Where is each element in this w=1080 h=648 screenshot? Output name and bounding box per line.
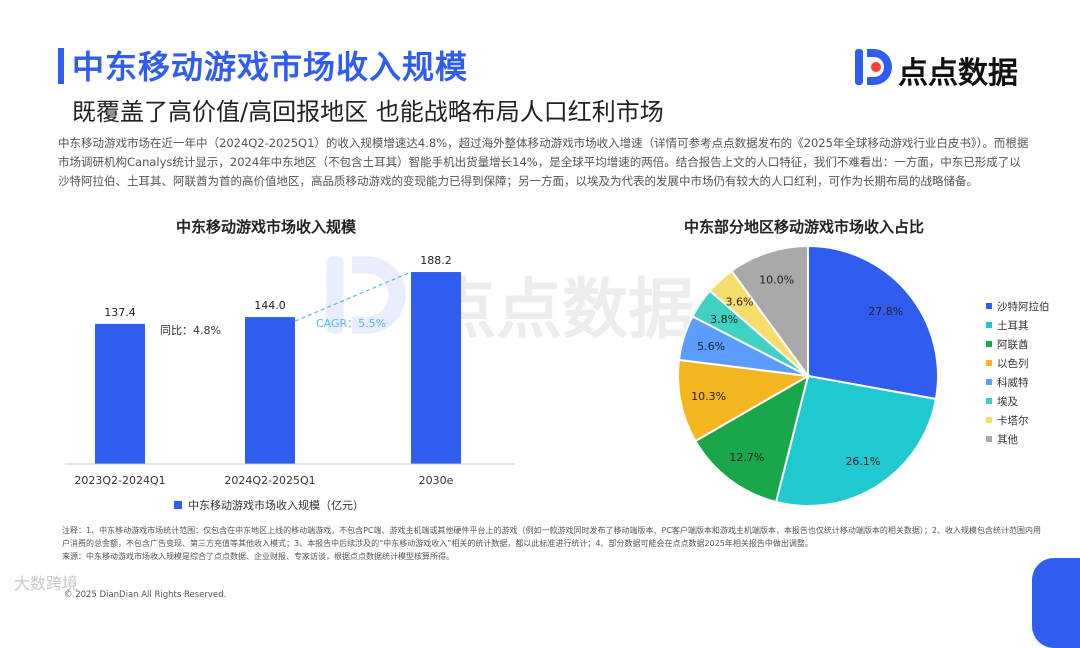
pie-value-label: 3.8% [710,313,738,326]
pie-legend-label: 土耳其 [997,319,1029,332]
pie-slice-1 [807,244,939,401]
pie-slice-2 [774,374,938,507]
pie-value-label: 12.7% [729,451,764,464]
pie-value-label: 10.0% [759,274,794,287]
page-subtitle: 既覆盖了高价值/高回报地区 也能战略布局人口红利市场 [72,98,664,126]
yoy-annotation: 同比：4.8% [160,324,221,337]
pie-legend-label: 卡塔尔 [997,414,1029,427]
bar-3 [411,272,461,464]
cagr-trend-line [294,271,412,322]
bar-value-label: 188.2 [420,254,452,267]
pie-value-label: 3.6% [725,295,753,308]
bar-category-label: 2024Q2-2025Q1 [224,474,315,487]
footnotes: 注释：1、中东移动游戏市场统计范围：仅包含在中东地区上线的移动端游戏，不包含PC… [62,524,1042,563]
pie-chart-title: 中东部分地区移动游戏市场收入占比 [684,218,925,236]
pie-legend-swatch [986,360,992,366]
pie-legend-swatch [986,322,992,328]
bar-value-label: 137.4 [104,306,136,319]
bar-1 [95,323,145,464]
pie-value-label: 5.6% [697,340,725,353]
bar-chart: 137.4 2023Q2-2024Q1 144.0 2024Q2-2025Q1 188.… [65,254,515,512]
bar-legend-label: 中东移动游戏市场收入规模（亿元） [188,498,364,512]
bar-category-label: 2023Q2-2024Q1 [74,474,165,487]
source-text: 来源：中东移动游戏市场收入规模是综合了点点数据、企业财报、专家访谈，根据点点数据… [62,552,454,561]
title-accent-bar [58,48,64,84]
corner-decoration [1032,558,1080,648]
copyright: © 2025 DianDian All Rights Reserved. [64,590,227,600]
pie-legend-label: 埃及 [997,395,1018,408]
notes-text: 注释：1、中东移动游戏市场统计范围：仅包含在中东地区上线的移动端游戏，不包含PC… [62,526,1041,548]
page-title: 中东移动游戏市场收入规模 [72,48,469,86]
pie-legend-swatch [986,436,992,442]
pie-legend-swatch [986,417,992,423]
pie-legend-swatch [986,303,992,309]
pie-legend-swatch [986,398,992,404]
pie-slice-8 [730,244,809,380]
bar-2 [245,317,295,464]
brand-logo-text: 点点数据 [898,56,1018,91]
bar-chart-title: 中东移动游戏市场收入规模 [176,218,357,236]
pie-chart: 27.8% 26.1% 12.7% 10.3% 5.6% 3.8% 3.6% 10.0% 沙特… [677,244,1050,507]
pie-legend-swatch [986,341,992,347]
pie-legend-label: 其他 [997,433,1018,446]
pie-legend-label: 沙特阿拉伯 [997,300,1050,313]
pie-legend-label: 以色列 [997,357,1029,370]
pie-value-label: 26.1% [845,455,880,468]
brand-logo: 点点数据 [852,46,1032,91]
pie-legend-swatch [986,379,992,385]
legend-swatch [174,501,182,509]
bar-category-label: 2030e [419,474,454,487]
pie-value-label: 27.8% [868,305,903,318]
pie-slice-4 [677,358,812,443]
bar-value-label: 144.0 [254,299,286,312]
intro-paragraph: 中东移动游戏市场在近一年中（2024Q2-2025Q1）的收入规模增速达4.8%… [58,136,1029,188]
corner-watermark: 大数跨境 [14,574,79,593]
brand-logo-icon [855,49,892,85]
pie-value-label: 10.3% [691,390,726,403]
pie-slice-3 [694,373,810,504]
pie-legend-label: 阿联酋 [997,338,1029,351]
pie-legend-label: 科威特 [997,376,1029,389]
cagr-annotation: CAGR：5.5% [316,317,386,330]
